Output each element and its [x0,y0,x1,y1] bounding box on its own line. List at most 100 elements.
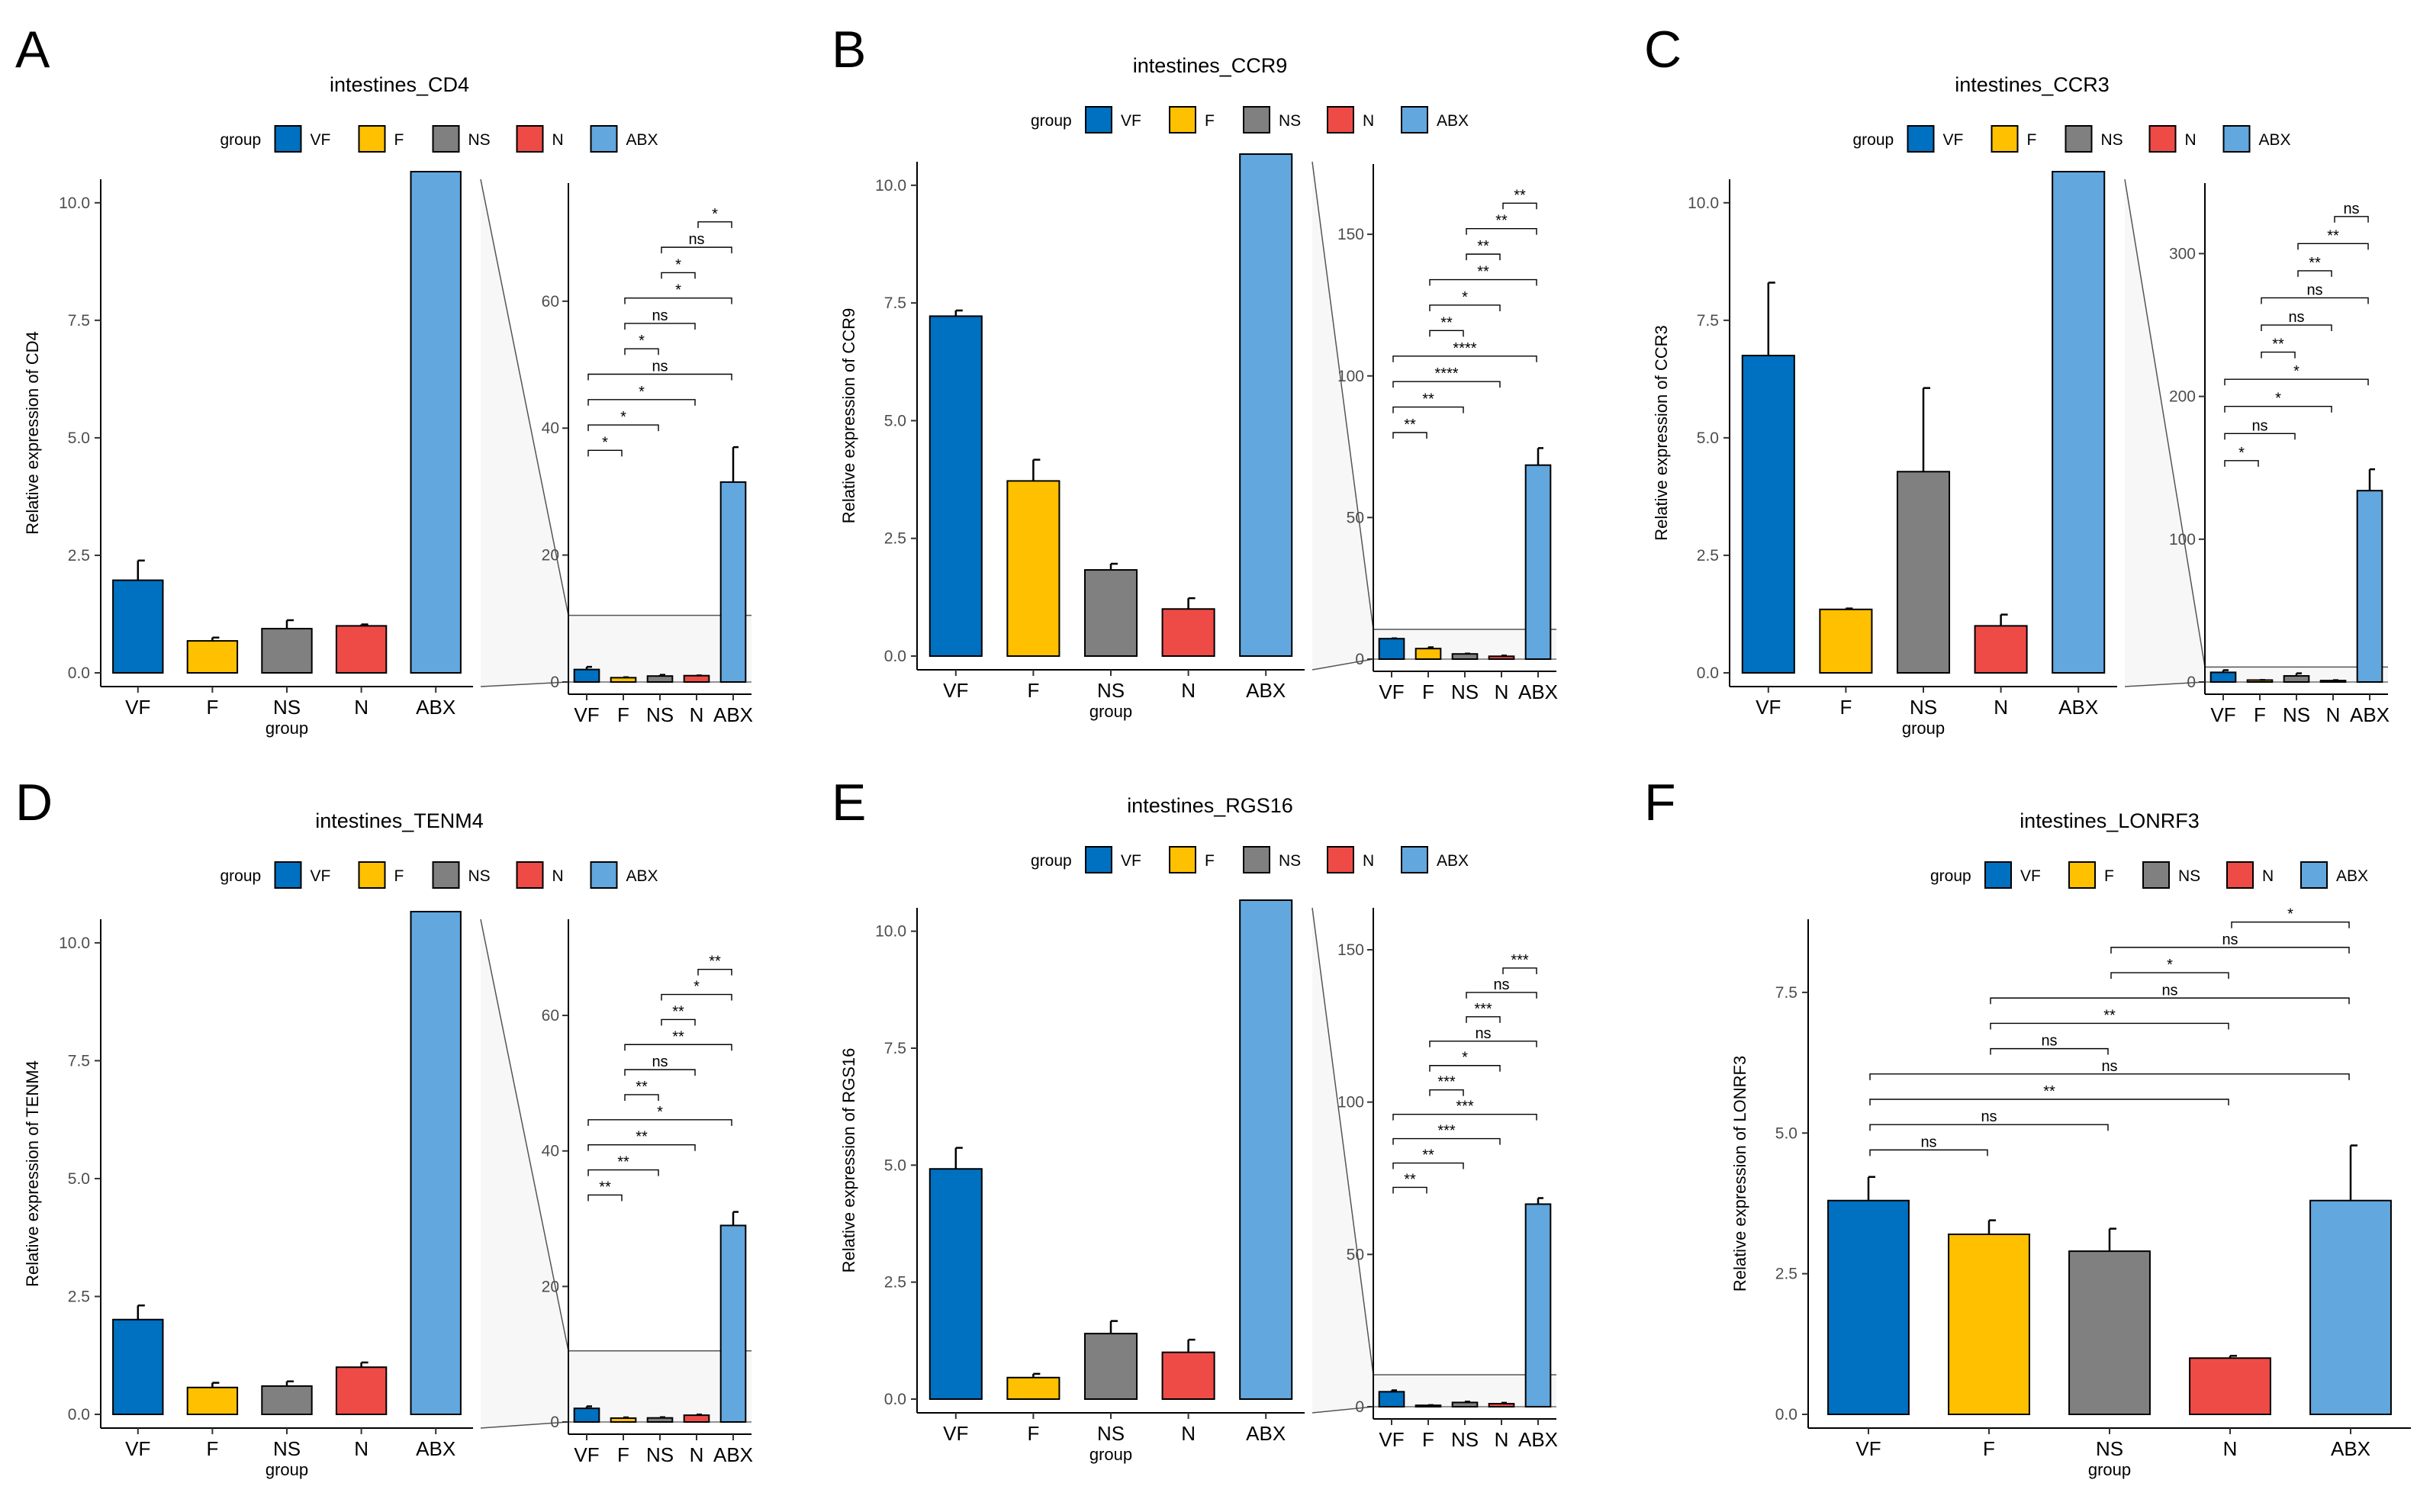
significance-bracket [2224,460,2259,467]
significance-bracket [587,1119,732,1126]
legend-label-NS: NS [468,131,491,149]
significance-bracket [587,1144,696,1151]
x-tick-label-NS: NS [2096,1437,2123,1460]
legend-swatch-VF [274,861,302,889]
inset-x-tick-label-N: N [1495,1428,1509,1451]
significance-label: ns [1475,1025,1491,1042]
significance-bracket [1869,1149,1988,1157]
bar-N [1161,1351,1215,1400]
significance-label: * [2167,957,2173,973]
significance-label: ** [1495,213,1508,230]
bar-ABX [410,171,462,674]
errorbar-N [1187,597,1196,610]
x-tick-label-N: N [2223,1437,2238,1460]
y-tick-label: 0.0 [1697,664,1719,682]
legend-swatch-VF [1085,106,1112,134]
significance-label: ** [672,1003,684,1020]
inset-bar-NS [646,1417,674,1423]
y-tick-label: 7.5 [68,312,90,330]
significance-label: ** [1404,1171,1416,1188]
significance-bracket [1429,330,1464,337]
significance-label: *** [1511,952,1529,969]
significance-label: *** [1437,1123,1456,1140]
y-tick-label: 2.5 [1775,1266,1797,1283]
legend-swatch-ABX [2300,861,2328,889]
legend-title: group [1031,112,1072,130]
significance-bracket [1429,1065,1501,1072]
zoom-region [2125,179,2388,687]
errorbar-NS [2108,1227,2116,1252]
significance-bracket [1466,1016,1501,1023]
zoom-connector [480,918,569,1351]
significance-label: ** [709,954,721,970]
legend-title: group [1031,852,1072,870]
inset-x-tick-label-N: N [690,1443,704,1466]
significance-label: * [602,434,608,451]
y-tick-label: 2.5 [884,530,906,548]
significance-label: ** [2327,227,2339,244]
inset-errorbar-NS [658,1416,665,1419]
bar-F [1948,1234,2030,1415]
significance-bracket [661,272,696,279]
inset-bar-VF [1378,638,1405,660]
y-tick-label: 10.0 [875,923,906,941]
significance-bracket [1392,1113,1537,1121]
inset-x-tick-label-NS: NS [646,703,674,726]
legend-swatch-F [2068,861,2096,889]
significance-label: **** [1434,365,1458,382]
inset-y-tick-label: 150 [1337,226,1364,243]
significance-label: * [2275,391,2281,407]
inset-y-tick-label: 100 [1337,368,1364,385]
legend-title: group [220,867,262,885]
inset-errorbar-F [622,1416,629,1419]
significance-label: ** [1440,314,1453,331]
x-axis-label: group [1089,1445,1132,1464]
significance-bracket [2261,351,2296,359]
bar-NS [1083,569,1138,658]
legend-title: group [1853,131,1894,149]
significance-bracket [624,1094,659,1101]
significance-label: ** [636,1079,648,1095]
bar-VF [929,1168,983,1400]
inset-x-tick-label-VF: VF [1379,680,1404,703]
inset-x-tick-label-VF: VF [2210,703,2235,726]
y-tick-label: 5.0 [884,1157,906,1174]
significance-bracket [624,348,659,355]
legend-label-F: F [394,867,404,885]
legend-swatch-VF [274,125,302,153]
significance-label: ns [2306,281,2322,298]
inset-errorbar-F [1427,646,1434,649]
y-axis-label: Relative expression of LONRF3 [1730,1056,1749,1292]
significance-bracket [1990,997,2350,1005]
y-tick-label: 7.5 [884,1040,906,1057]
inset-x-tick-label-NS: NS [1451,680,1479,703]
bar-NS [1083,1333,1138,1400]
significance-bracket [1869,1124,2109,1131]
legend-label-VF: VF [1121,852,1141,870]
significance-label: ns [1493,976,1509,993]
x-tick-label-VF: VF [943,1422,968,1445]
zoom-connector [1311,161,1374,630]
x-tick-label-VF: VF [125,1437,150,1460]
legend-swatch-ABX [590,861,618,889]
errorbar-N [360,623,369,626]
inset-bar-ABX [719,481,747,683]
y-tick-label: 0.0 [68,664,90,682]
significance-bracket [1392,1186,1427,1194]
inset-bar-F [1414,648,1442,661]
inset-y-tick-label: 0 [1355,651,1364,668]
bar-VF [1827,1199,1910,1415]
legend-swatch-N [516,125,544,153]
significance-bracket [661,993,732,1001]
significance-bracket [2224,406,2332,413]
significance-bracket [2110,947,2350,954]
inset-errorbar-VF [585,1405,592,1409]
significance-label: ** [2043,1083,2055,1100]
x-axis-label: group [2088,1460,2131,1479]
significance-bracket [1990,1022,2229,1030]
inset-bar-F [610,1417,637,1423]
legend-swatch-NS [432,861,460,889]
